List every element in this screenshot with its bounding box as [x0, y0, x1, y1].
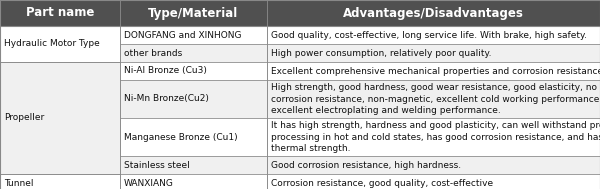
- Bar: [0, 26, 120, 62]
- Text: DONGFANG and XINHONG: DONGFANG and XINHONG: [124, 30, 241, 40]
- Bar: [120, 26, 267, 44]
- Text: Good corrosion resistance, high hardness.: Good corrosion resistance, high hardness…: [271, 160, 461, 170]
- Bar: [120, 80, 267, 118]
- Bar: [0, 174, 120, 189]
- Text: Good quality, cost-effective, long service life. With brake, high safety.: Good quality, cost-effective, long servi…: [271, 30, 587, 40]
- Bar: [120, 118, 267, 156]
- Text: Ni-Al Bronze (Cu3): Ni-Al Bronze (Cu3): [124, 67, 207, 75]
- Bar: [0, 0, 600, 26]
- Bar: [0, 62, 120, 174]
- Text: Part name: Part name: [26, 6, 94, 19]
- Text: Propeller: Propeller: [4, 114, 44, 122]
- Text: Ni-Mn Bronze(Cu2): Ni-Mn Bronze(Cu2): [124, 94, 209, 104]
- Text: Excellent comprehensive mechanical properties and corrosion resistance.: Excellent comprehensive mechanical prope…: [271, 67, 600, 75]
- Bar: [267, 174, 600, 189]
- Text: Hydraulic Motor Type: Hydraulic Motor Type: [4, 40, 100, 49]
- Bar: [120, 44, 267, 62]
- Text: Corrosion resistance, good quality, cost-effective: Corrosion resistance, good quality, cost…: [271, 178, 493, 187]
- Text: Tunnel: Tunnel: [4, 178, 34, 187]
- Text: other brands: other brands: [124, 49, 182, 57]
- Bar: [267, 156, 600, 174]
- Text: Type/Material: Type/Material: [148, 6, 239, 19]
- Text: Advantages/Disadvantages: Advantages/Disadvantages: [343, 6, 524, 19]
- Bar: [120, 62, 267, 80]
- Bar: [267, 118, 600, 156]
- Text: Stainless steel: Stainless steel: [124, 160, 190, 170]
- Bar: [267, 26, 600, 44]
- Text: Manganese Bronze (Cu1): Manganese Bronze (Cu1): [124, 132, 238, 142]
- Bar: [267, 44, 600, 62]
- Text: WANXIANG: WANXIANG: [124, 178, 174, 187]
- Text: High strength, good hardness, good wear resistance, good elasticity, no spark
co: High strength, good hardness, good wear …: [271, 83, 600, 115]
- Text: It has high strength, hardness and good plasticity, can well withstand pressure
: It has high strength, hardness and good …: [271, 121, 600, 153]
- Bar: [120, 156, 267, 174]
- Bar: [267, 62, 600, 80]
- Text: High power consumption, relatively poor quality.: High power consumption, relatively poor …: [271, 49, 491, 57]
- Bar: [120, 174, 267, 189]
- Bar: [267, 80, 600, 118]
